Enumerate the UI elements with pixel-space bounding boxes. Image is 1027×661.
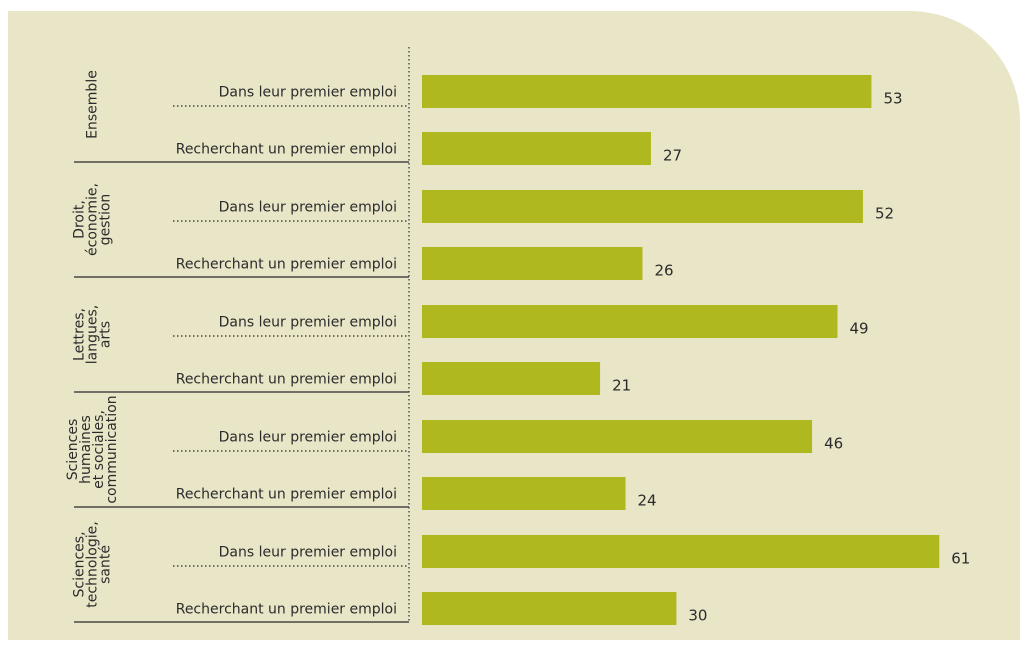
- group-label-line: Droit,: [72, 200, 88, 239]
- group-4: Sciences,technologie,santé Dans leur prem…: [72, 521, 970, 625]
- data-label: 49: [850, 320, 869, 338]
- bar: [422, 247, 643, 280]
- data-label: 27: [663, 147, 682, 165]
- group-label-line: économie,: [85, 183, 101, 256]
- group-label-line: Lettres,: [72, 308, 88, 361]
- category-label: Dans leur premier emploi: [219, 545, 397, 561]
- bar: [422, 305, 838, 338]
- data-label: 52: [875, 205, 894, 223]
- group-label-line: et sociales,: [91, 410, 107, 489]
- group-label-line: arts: [98, 321, 114, 348]
- group-label: Ensemble: [85, 70, 101, 139]
- bar: [422, 535, 940, 568]
- data-label: 26: [654, 262, 673, 280]
- group-label: Lettres,langues,arts: [72, 305, 114, 364]
- category-label: Dans leur premier emploi: [219, 430, 397, 446]
- group-label-line: humaines: [78, 415, 94, 484]
- group-label-line: langues,: [85, 305, 101, 364]
- data-label: 30: [688, 607, 707, 625]
- category-label: Recherchant un premier emploi: [176, 372, 397, 388]
- group-label-line: Sciences: [65, 419, 81, 481]
- group-label-line: santé: [98, 545, 114, 584]
- data-label: 61: [951, 550, 970, 568]
- category-label: Recherchant un premier emploi: [176, 487, 397, 503]
- group-3: Scienceshumaineset sociales,communicatio…: [65, 395, 843, 510]
- category-label: Dans leur premier emploi: [219, 200, 397, 216]
- category-label: Recherchant un premier emploi: [176, 602, 397, 618]
- group-label: Droit,économie,gestion: [72, 183, 114, 256]
- category-label: Dans leur premier emploi: [219, 315, 397, 331]
- bar: [422, 75, 872, 108]
- group-2: Lettres,langues,arts Dans leur premier em…: [72, 305, 869, 395]
- bar: [422, 592, 677, 625]
- group-label: Scienceshumaineset sociales,communicatio…: [65, 395, 120, 503]
- category-label: Recherchant un premier emploi: [176, 142, 397, 158]
- bar: [422, 362, 601, 395]
- data-label: 53: [883, 90, 902, 108]
- data-label: 21: [612, 377, 631, 395]
- data-label: 24: [638, 492, 657, 510]
- group-label-line: Sciences,: [72, 531, 88, 597]
- bar: [422, 190, 863, 223]
- group-label: Sciences,technologie,santé: [72, 521, 114, 607]
- bar: [422, 420, 813, 453]
- category-label: Dans leur premier emploi: [219, 85, 397, 101]
- data-label: 46: [824, 435, 843, 453]
- group-0: Ensemble Dans leur premier emploi 53 Recher…: [74, 70, 903, 165]
- group-label-line: gestion: [98, 194, 114, 246]
- bar: [422, 477, 626, 510]
- group-label-line: communication: [104, 395, 120, 503]
- group-label-line: technologie,: [85, 521, 101, 607]
- category-label: Recherchant un premier emploi: [176, 257, 397, 273]
- bar: [422, 132, 651, 165]
- group-label-line: Ensemble: [85, 70, 101, 139]
- group-1: Droit,économie,gestion Dans leur premier …: [72, 183, 894, 280]
